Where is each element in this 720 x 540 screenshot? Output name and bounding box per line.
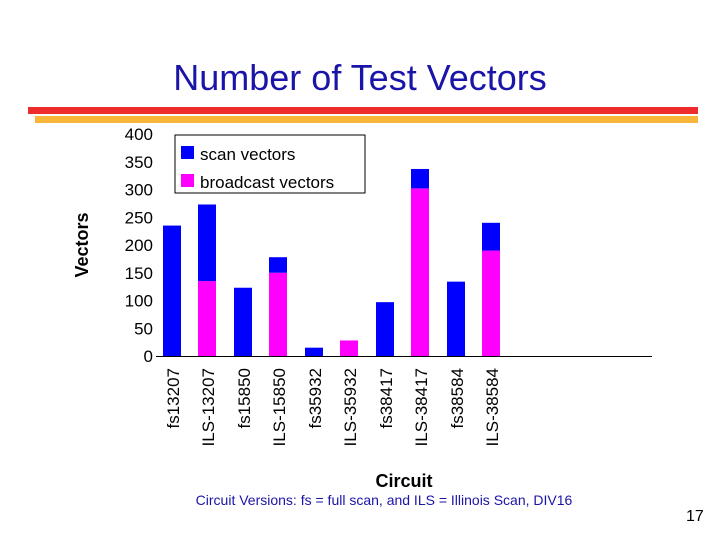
legend-label-scan: scan vectors <box>200 145 295 164</box>
x-tick-label: ILS-35932 <box>341 368 360 446</box>
x-tick-label: fs38584 <box>448 368 467 429</box>
bar-broadcast-ILS-15850 <box>269 272 287 356</box>
x-tick-label: ILS-15850 <box>270 368 289 446</box>
y-tick-label: 50 <box>134 319 153 338</box>
legend-box <box>174 134 366 194</box>
bar-scan-fs13207 <box>163 225 181 356</box>
x-tick-label: ILS-38584 <box>483 368 502 446</box>
y-tick-label: 400 <box>125 125 153 144</box>
legend-label-broadcast: broadcast vectors <box>200 173 334 192</box>
x-tick-label: fs13207 <box>164 368 183 429</box>
bar-scan-fs15850 <box>234 287 252 356</box>
x-tick-label: fs35932 <box>306 368 325 429</box>
bar-scan-ILS-13207 <box>198 204 216 282</box>
bar-broadcast-ILS-35932 <box>340 340 358 356</box>
title-underline-red <box>28 107 698 114</box>
title-underline-orange <box>35 116 698 123</box>
bar-broadcast-ILS-13207 <box>198 281 216 356</box>
y-axis-ticks: 0 50 100 150 200 250 300 350 400 <box>125 125 153 366</box>
caption: Circuit Versions: fs = full scan, and IL… <box>195 492 573 508</box>
x-axis-title: Circuit <box>375 471 432 491</box>
x-axis-tick-labels: fs13207 ILS-13207 fs15850 ILS-15850 fs35932 I… <box>164 368 502 446</box>
legend-swatch-scan <box>181 146 194 159</box>
bar-broadcast-ILS-38417 <box>411 188 429 356</box>
page-number: 17 <box>686 508 704 525</box>
y-tick-label: 150 <box>125 264 153 283</box>
y-tick-label: 0 <box>144 347 153 366</box>
bar-scan-fs38584 <box>447 281 465 356</box>
y-tick-label: 100 <box>125 292 153 311</box>
x-tick-label: fs38417 <box>377 368 396 429</box>
bar-scan-fs38417 <box>376 302 394 356</box>
bar-scan-ILS-15850 <box>269 257 287 273</box>
bar-scan-ILS-38584 <box>482 222 500 251</box>
y-axis-title: Vectors <box>72 212 92 277</box>
y-tick-label: 250 <box>125 208 153 227</box>
x-tick-label: ILS-38417 <box>412 368 431 446</box>
y-tick-label: 350 <box>125 153 153 172</box>
y-tick-label: 300 <box>125 181 153 200</box>
bar-scan-fs35932 <box>305 347 323 356</box>
y-tick-label: 200 <box>125 236 153 255</box>
slide-title: Number of Test Vectors <box>173 57 547 98</box>
legend-swatch-broadcast <box>181 174 194 187</box>
bars <box>163 168 500 356</box>
bar-broadcast-ILS-38584 <box>482 250 500 356</box>
x-tick-label: ILS-13207 <box>199 368 218 446</box>
x-tick-label: fs15850 <box>235 368 254 429</box>
legend: scan vectors broadcast vectors <box>174 134 366 194</box>
bar-scan-ILS-38417 <box>411 168 429 189</box>
